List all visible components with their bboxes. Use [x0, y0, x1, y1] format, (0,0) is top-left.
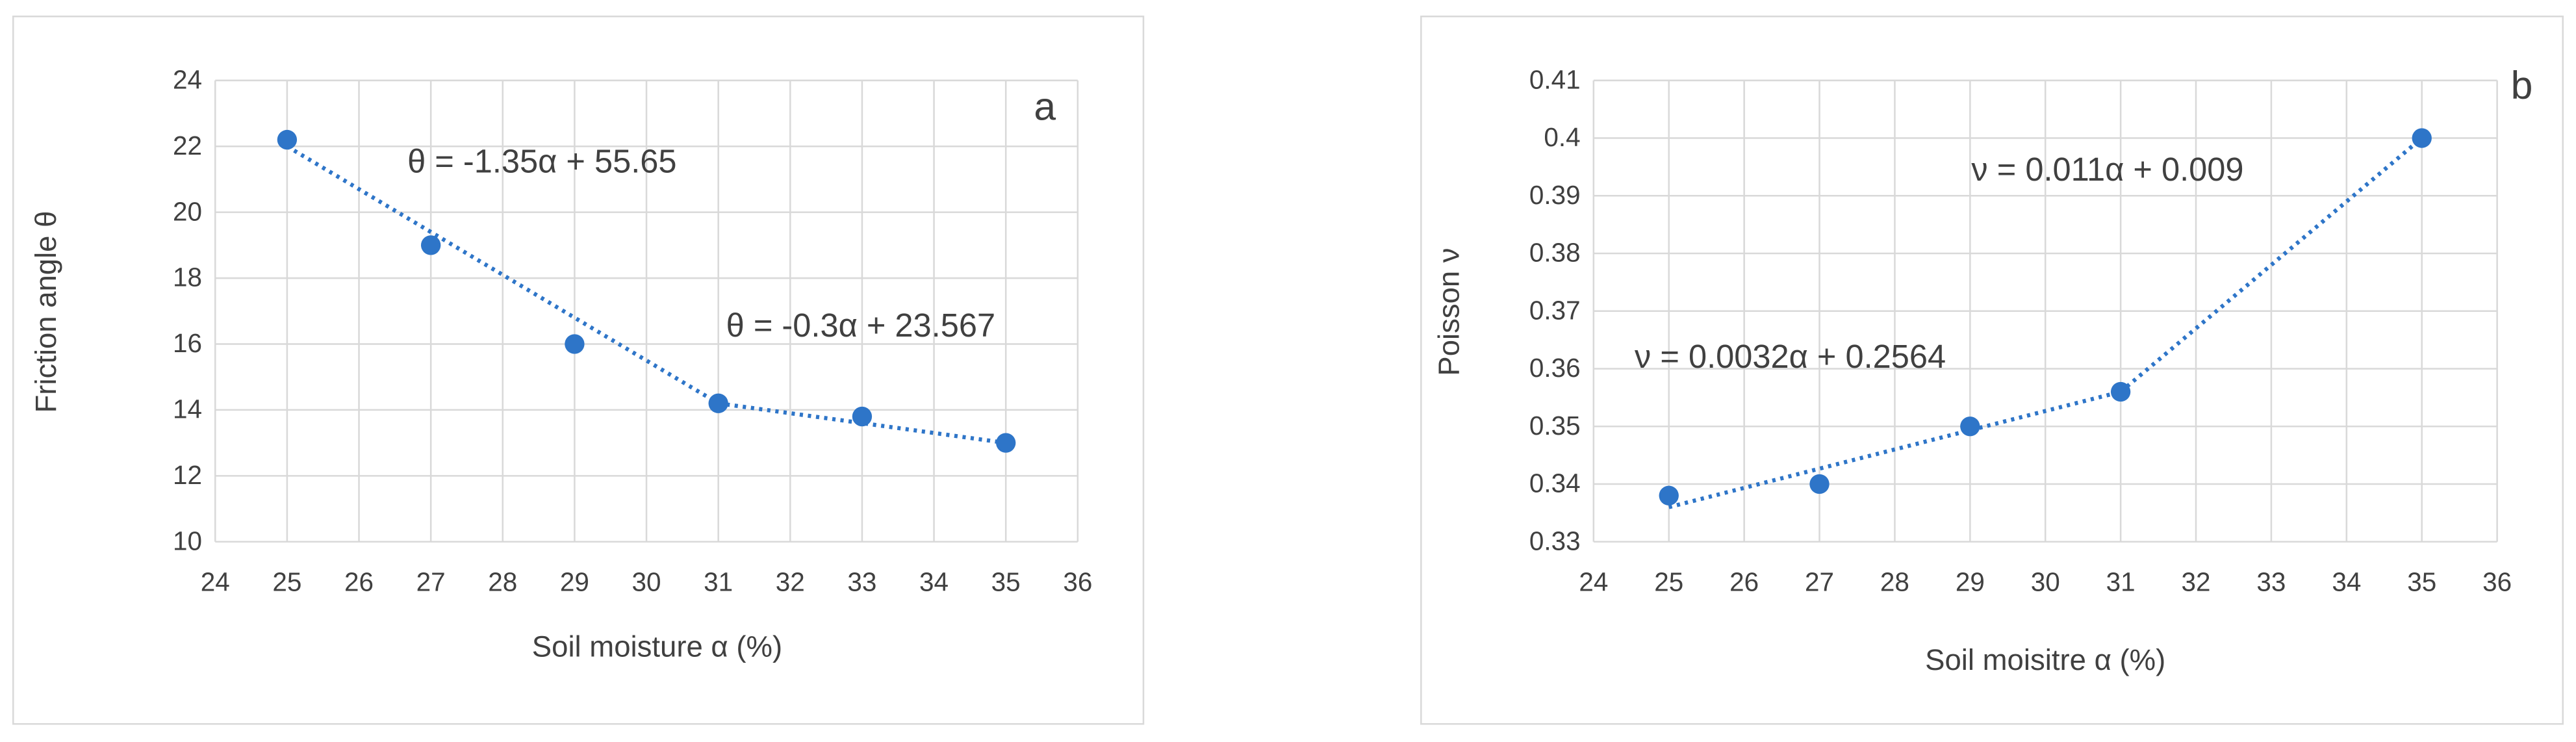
y-tick-label: 18: [173, 262, 202, 292]
trendline-equation: ν = 0.011α + 0.009: [1971, 151, 2243, 188]
x-tick-label: 33: [2256, 567, 2286, 597]
data-point: [2110, 381, 2131, 402]
data-point: [996, 433, 1016, 453]
trendline: [286, 144, 720, 405]
x-tick-label: 36: [2482, 567, 2512, 597]
x-tick-label: 32: [2182, 567, 2211, 597]
y-axis-label: Poisson ν: [1432, 248, 1465, 376]
y-tick-label: 0.39: [1529, 180, 1581, 210]
data-point: [1960, 416, 1980, 437]
trendline-equation: θ = -0.3α + 23.567: [726, 307, 995, 344]
y-tick-label: 10: [173, 526, 202, 556]
y-tick-label: 20: [173, 196, 202, 226]
x-tick-label: 24: [1579, 567, 1608, 597]
x-tick-label: 25: [1654, 567, 1683, 597]
x-tick-label: 30: [632, 567, 661, 597]
y-tick-label: 14: [173, 394, 202, 424]
x-tick-label: 24: [201, 567, 230, 597]
data-point: [277, 129, 298, 150]
x-tick-label: 36: [1063, 567, 1092, 597]
x-tick-label: 27: [1805, 567, 1834, 597]
x-tick-label: 34: [2332, 567, 2361, 597]
x-tick-label: 29: [560, 567, 589, 597]
data-point: [708, 393, 728, 413]
y-tick-label: 0.36: [1529, 353, 1581, 383]
y-tick-label: 0.33: [1529, 526, 1581, 556]
data-point: [2412, 128, 2432, 148]
panel-letter: b: [2511, 63, 2533, 107]
data-point: [1659, 485, 1679, 505]
panel-frame: [1420, 16, 2564, 725]
x-axis-label: Soil moisitre α (%): [1925, 643, 2165, 676]
trendline-equation: θ = -1.35α + 55.65: [407, 142, 676, 179]
trendline: [1668, 389, 2121, 509]
x-tick-label: 25: [272, 567, 301, 597]
y-tick-label: 12: [173, 460, 202, 490]
x-tick-label: 33: [847, 567, 876, 597]
x-tick-label: 31: [704, 567, 733, 597]
x-tick-label: 35: [991, 567, 1021, 597]
y-tick-label: 0.38: [1529, 238, 1581, 268]
x-tick-label: 28: [1880, 567, 1909, 597]
x-tick-label: 30: [2031, 567, 2060, 597]
data-point: [852, 406, 873, 427]
y-tick-label: 0.4: [1544, 122, 1580, 152]
x-tick-label: 27: [416, 567, 446, 597]
x-tick-label: 35: [2407, 567, 2436, 597]
y-tick-label: 0.35: [1529, 411, 1581, 441]
y-axis-label: Friction angle θ: [29, 211, 62, 413]
x-tick-label: 34: [919, 567, 949, 597]
y-tick-label: 16: [173, 328, 202, 358]
x-tick-label: 29: [1956, 567, 1985, 597]
x-tick-label: 31: [2106, 567, 2136, 597]
x-axis-label: Soil moisture α (%): [532, 630, 782, 663]
data-point: [1809, 474, 1830, 494]
x-tick-label: 26: [344, 567, 374, 597]
y-tick-label: 0.34: [1529, 468, 1581, 498]
trendline-equation: ν = 0.0032α + 0.2564: [1635, 338, 1946, 375]
y-tick-label: 0.37: [1529, 295, 1581, 325]
data-point: [420, 235, 441, 255]
panel-letter: a: [1034, 84, 1056, 128]
x-tick-label: 32: [776, 567, 805, 597]
y-tick-label: 22: [173, 131, 202, 160]
y-tick-label: 24: [173, 64, 202, 94]
data-point: [565, 334, 585, 354]
x-tick-label: 28: [488, 567, 517, 597]
y-tick-label: 0.41: [1529, 64, 1581, 94]
x-tick-label: 26: [1729, 567, 1759, 597]
panel-frame: [12, 16, 1145, 725]
